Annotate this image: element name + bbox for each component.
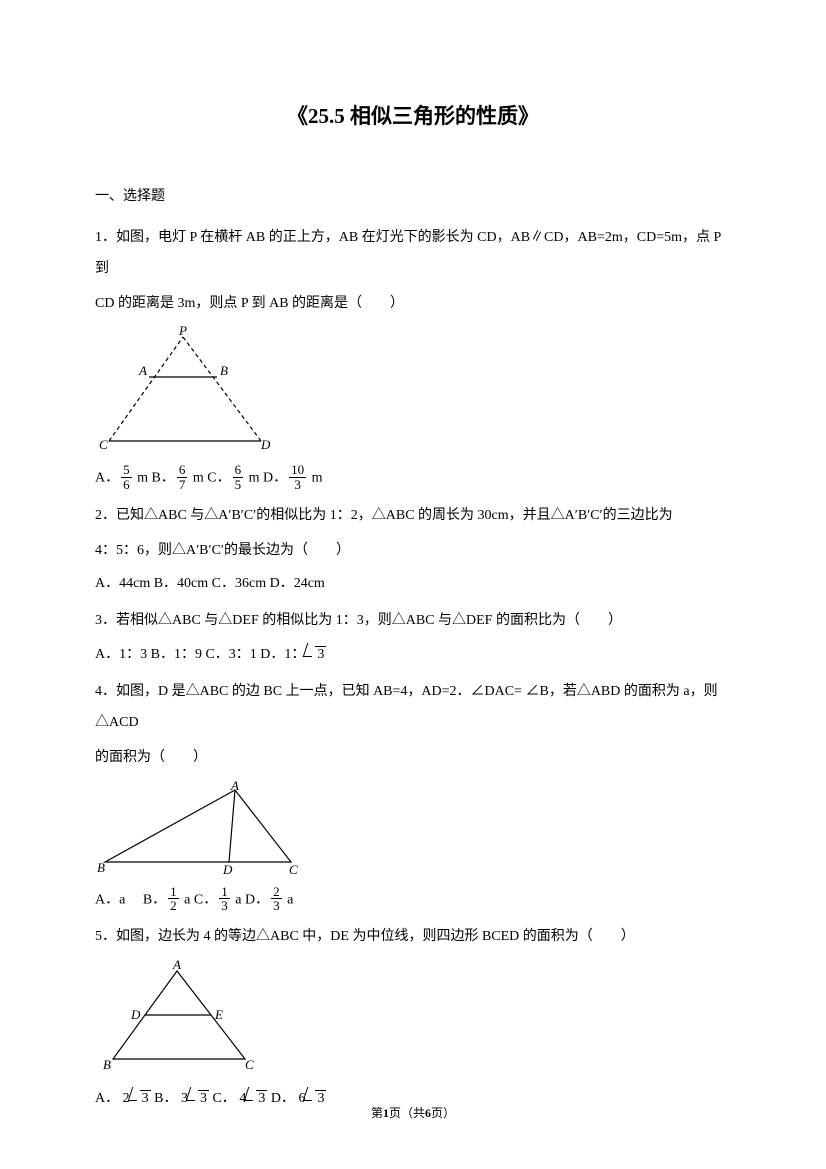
label-E: E	[214, 1007, 223, 1022]
label-B: B	[97, 860, 105, 875]
q1-figure: P A B C D	[95, 325, 731, 458]
page-title: 《25.5 相似三角形的性质》	[95, 100, 731, 130]
frac-n: 6	[177, 463, 188, 478]
q2-line2: 4：5：6，则△A′B′C′的最长边为（ ）	[95, 536, 731, 567]
label-P: P	[178, 325, 187, 338]
label-D: D	[130, 1007, 141, 1022]
frac-d: 3	[289, 478, 306, 492]
opt-unit: a	[287, 892, 293, 907]
frac-n: 2	[271, 885, 282, 900]
q1-line2: CD 的距离是 3m，则点 P 到 AB 的距离是（ ）	[95, 289, 731, 320]
frac-d: 5	[233, 478, 244, 492]
label-C: C	[99, 437, 108, 452]
frac-n: 5	[121, 463, 132, 478]
opt-b-label: m B．	[137, 471, 175, 486]
frac-n: 10	[289, 463, 306, 478]
q4-options: A．a B．12 a C．13 a D．23 a	[95, 886, 731, 914]
opt-a-label: A．a	[95, 892, 125, 907]
q2-line1: 2．已知△ABC 与△A′B′C′的相似比为 1：2，△ABC 的周长为 30c…	[95, 501, 731, 532]
q4-figure: A B D C	[95, 780, 731, 880]
opt-a-label: A．	[95, 471, 119, 486]
q2-options: A．44cm B．40cm C．36cm D．24cm	[95, 570, 731, 598]
frac-d: 6	[121, 478, 132, 492]
footer-mid: 页（共	[389, 1106, 425, 1120]
frac-d: 3	[219, 899, 230, 913]
frac-d: 7	[177, 478, 188, 492]
label-B: B	[220, 363, 228, 378]
frac-d: 2	[168, 899, 179, 913]
q5-line1: 5．如图，边长为 4 的等边△ABC 中，DE 为中位线，则四边形 BCED 的…	[95, 922, 731, 953]
footer-pre: 第	[371, 1106, 383, 1120]
label-D: D	[260, 437, 271, 452]
q3-opts-pre: A．1：3 B．1：9 C．3：1 D．1：	[95, 647, 305, 662]
opt-c-label: a C．	[184, 892, 217, 907]
opt-unit: m	[312, 471, 323, 486]
q3-options: A．1：3 B．1：9 C．3：1 D．1： 3	[95, 641, 731, 669]
q4-line1: 4．如图，D 是△ABC 的边 BC 上一点，已知 AB=4，AD=2．∠DAC…	[95, 677, 731, 739]
opt-b-label: B．	[143, 892, 166, 907]
frac-n: 1	[168, 885, 179, 900]
label-D: D	[222, 862, 233, 875]
label-A: A	[230, 780, 239, 793]
label-A: A	[172, 959, 181, 972]
label-B: B	[103, 1057, 111, 1072]
q1-options: A．56 m B．67 m C．65 m D．103 m	[95, 464, 731, 492]
label-C: C	[245, 1057, 254, 1072]
sqrt-value: 3	[315, 646, 326, 662]
q5-figure: A D E B C	[95, 959, 731, 1079]
frac-n: 6	[233, 463, 244, 478]
footer-suf: 页）	[431, 1106, 455, 1120]
q1-line1: 1．如图，电灯 P 在横杆 AB 的正上方，AB 在灯光下的影长为 CD，AB∥…	[95, 223, 731, 285]
frac-d: 3	[271, 899, 282, 913]
frac-n: 1	[219, 885, 230, 900]
q4-line2: 的面积为（ ）	[95, 743, 731, 774]
label-A: A	[138, 363, 147, 378]
page-footer: 第1页（共6页）	[0, 1104, 826, 1121]
opt-c-label: m C．	[193, 471, 231, 486]
q3-line1: 3．若相似△ABC 与△DEF 的相似比为 1：3，则△ABC 与△DEF 的面…	[95, 606, 731, 637]
opt-d-label: a D．	[235, 892, 269, 907]
opt-d-label: m D．	[249, 471, 288, 486]
section-heading: 一、选择题	[95, 185, 731, 205]
label-C: C	[289, 862, 298, 875]
